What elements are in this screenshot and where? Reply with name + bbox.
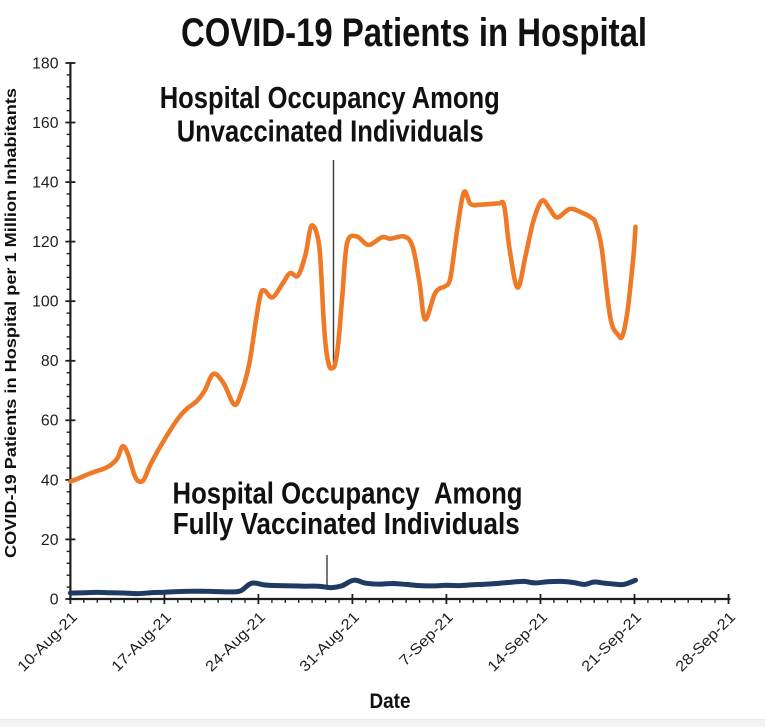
svg-text:Hospital Occupancy Among: Hospital Occupancy Among bbox=[160, 80, 500, 115]
svg-text:Date: Date bbox=[370, 690, 411, 713]
svg-text:100: 100 bbox=[32, 294, 59, 311]
svg-text:Fully Vaccinated Individuals: Fully Vaccinated Individuals bbox=[173, 506, 520, 541]
svg-text:80: 80 bbox=[41, 353, 59, 370]
svg-text:180: 180 bbox=[32, 55, 59, 72]
svg-text:Hospital Occupancy Among: Hospital Occupancy Among bbox=[173, 476, 523, 511]
svg-text:60: 60 bbox=[41, 413, 59, 430]
svg-text:COVID-19 Patients in Hospital: COVID-19 Patients in Hospital bbox=[181, 11, 647, 55]
svg-text:140: 140 bbox=[32, 175, 59, 192]
svg-text:0: 0 bbox=[50, 591, 59, 608]
svg-text:Unvaccinated Individuals: Unvaccinated Individuals bbox=[177, 113, 484, 148]
svg-text:160: 160 bbox=[32, 115, 59, 132]
svg-text:120: 120 bbox=[32, 234, 59, 251]
svg-text:20: 20 bbox=[41, 532, 59, 549]
svg-text:40: 40 bbox=[41, 472, 59, 489]
svg-text:COVID-19 Patients in Hospital: COVID-19 Patients in Hospital per 1 Mill… bbox=[3, 88, 20, 558]
